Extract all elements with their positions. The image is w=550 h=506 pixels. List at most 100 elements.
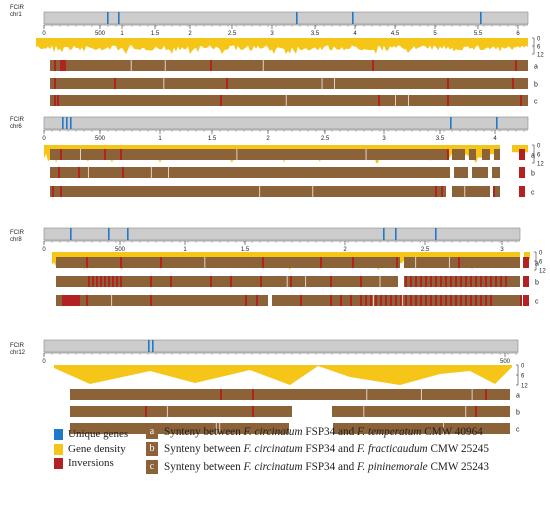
inversion-marker [120, 257, 122, 268]
inversion-marker [465, 295, 467, 306]
inversion-marker [490, 276, 492, 287]
chromosome-bar [43, 116, 529, 130]
inversion-marker [170, 276, 172, 287]
synteny-block-a [482, 149, 490, 160]
inversion-marker [150, 295, 152, 306]
ruler-tick-label: 3 [270, 31, 274, 37]
inversion-block [519, 167, 525, 178]
density-axis-label: 6 [537, 153, 541, 159]
density-axis-label: 0 [539, 251, 543, 257]
inversion-marker [410, 295, 412, 306]
ruler-tick-label: 2.5 [228, 31, 237, 37]
synteny-separator [408, 95, 409, 106]
inversion-marker [320, 257, 322, 268]
density-axis-label: 12 [537, 53, 544, 59]
synteny-block-b [70, 406, 292, 417]
inversion-marker [86, 257, 88, 268]
ruler-tick-label: 0 [42, 247, 46, 253]
track-label-b: b [531, 171, 535, 178]
inversion-marker [220, 95, 222, 106]
chromosome-label-sub: chr8 [10, 237, 22, 243]
inversion-marker [54, 60, 56, 71]
inversion-marker [435, 295, 437, 306]
density-axis-label: 6 [537, 45, 541, 51]
inversion-marker [485, 276, 487, 287]
gene-density-area [54, 365, 512, 385]
inversion-marker [380, 295, 382, 306]
synteny-block-a [50, 60, 528, 71]
ruler-tick-label: 500 [95, 136, 106, 142]
inversion-marker [475, 295, 477, 306]
inversion-marker [120, 149, 122, 160]
inversion-marker [290, 276, 292, 287]
synteny-block-c [50, 95, 528, 106]
inversion-marker [100, 276, 102, 287]
unique-gene-marker [70, 117, 72, 129]
inversion-marker [420, 295, 422, 306]
inversion-marker [493, 186, 495, 197]
ruler-tick-label: 2.5 [321, 136, 330, 142]
synteny-separator [448, 257, 450, 268]
density-axis-label: 6 [539, 260, 543, 266]
synteny-separator [366, 389, 368, 400]
ruler-tick-label: 1.5 [241, 247, 250, 253]
synteny-block-a [50, 149, 448, 160]
density-axis-label: 0 [537, 144, 541, 150]
unique-gene-marker [148, 340, 150, 352]
synteny-block-a [452, 149, 465, 160]
synteny-block-c [494, 186, 500, 197]
ruler-tick-label: 4 [493, 136, 497, 142]
track-label-b: b [534, 82, 538, 89]
synteny-separator [464, 186, 466, 197]
synteny-a-text: Synteny between F. circinatum FSP34 and … [164, 426, 483, 438]
inversion-marker [475, 276, 477, 287]
inversion-marker [430, 276, 432, 287]
unique-gene-marker [480, 12, 482, 24]
ruler-tick-label: 4 [353, 31, 357, 37]
synteny-separator [471, 389, 473, 400]
track-label-a: a [516, 393, 520, 400]
legend-unique-genes-label: Unique genes [68, 428, 129, 440]
track-label-c: c [531, 190, 535, 197]
density-axis-label: 12 [537, 162, 544, 168]
inversion-block [523, 257, 529, 268]
synteny-c-box: c [146, 460, 158, 474]
unique-gene-marker [107, 12, 109, 24]
density-axis-label: 12 [521, 384, 528, 390]
unique-gene-marker [62, 117, 64, 129]
synteny-block-b [472, 167, 488, 178]
synteny-separator [259, 186, 261, 197]
unique-gene-marker [127, 228, 129, 240]
track-label-a: a [534, 64, 538, 71]
synteny-separator [130, 60, 132, 71]
ruler-tick-label: 0 [42, 31, 46, 37]
inversion-marker [360, 276, 362, 287]
synteny-separator [372, 295, 374, 306]
inversion-marker [60, 186, 62, 197]
synteny-separator [420, 389, 422, 400]
inversion-marker [145, 406, 147, 417]
synteny-separator [415, 257, 417, 268]
chromosome-label-sub: chr6 [10, 124, 22, 130]
track-label-a: a [535, 261, 539, 268]
inversion-marker [64, 60, 66, 71]
inversion-marker [78, 295, 80, 306]
inversion-marker [450, 276, 452, 287]
ruler-tick-label: 2 [343, 247, 347, 253]
inversion-marker [54, 78, 56, 89]
unique-gene-marker [496, 117, 498, 129]
ruler-tick-label: 5.5 [474, 31, 483, 37]
inversion-marker [68, 295, 70, 306]
ruler-tick-label: 3.5 [436, 136, 445, 142]
inversion-marker [470, 276, 472, 287]
inversion-marker [495, 276, 497, 287]
synteny-separator [465, 406, 467, 417]
synteny-block-c [56, 295, 268, 306]
inversion-marker [480, 295, 482, 306]
inversion-marker [230, 276, 232, 287]
inversion-marker [500, 276, 502, 287]
inversion-marker [425, 295, 427, 306]
inversion-marker [505, 276, 507, 287]
inversion-marker [360, 295, 362, 306]
unique-gene-marker [435, 228, 437, 240]
